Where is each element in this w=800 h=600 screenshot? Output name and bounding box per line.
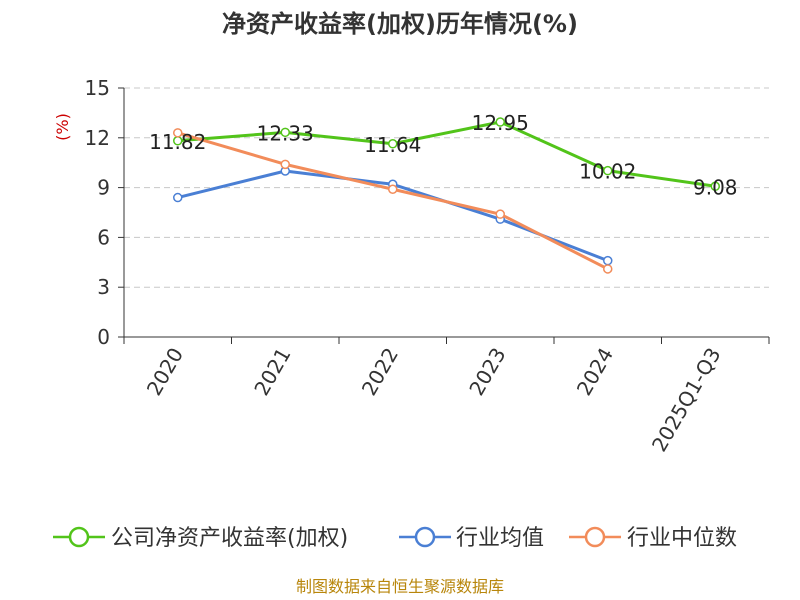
chart-title: 净资产收益率(加权)历年情况(%) [222,10,578,38]
source-note: 制图数据来自恒生聚源数据库 [296,577,504,596]
legend: 公司净资产收益率(加权) 行业均值 行业中位数 [53,526,737,551]
data-point [603,264,613,274]
legend-marker [584,526,606,548]
x-tick-label: 2024 [572,344,618,400]
legend-marker [414,526,436,548]
y-tick-label: 0 [97,325,110,349]
data-point [280,159,290,170]
y-tick-label: 9 [97,176,110,200]
data-label: 10.02 [579,160,636,184]
data-point [173,128,183,138]
data-labels: 11.82 12.33 11.64 12.95 10.02 9.08 [149,111,737,199]
x-tick-label: 2022 [357,344,403,400]
series-line-0 [177,120,716,188]
data-point [280,127,290,138]
legend-label: 行业中位数 [627,526,737,551]
data-label: 9.08 [693,175,738,199]
y-axis-unit: (%) [53,113,72,141]
data-point [710,181,720,192]
data-point [495,209,505,219]
data-point [495,117,505,127]
series-lines [173,117,720,274]
x-tick-label: 2021 [249,344,295,400]
legend-marker [68,526,90,548]
data-point [388,139,398,149]
y-tick-label: 3 [97,275,110,299]
grid [124,87,769,288]
data-point [388,184,398,195]
data-label: 11.82 [149,130,206,154]
data-point [173,192,183,203]
x-tick-label: 2025Q1-Q3 [647,344,726,456]
y-tick-label: 15 [85,76,110,100]
x-tick-label: 2020 [142,344,188,400]
y-tick-label: 6 [97,225,110,249]
x-tick-label: 2023 [464,344,510,400]
data-label: 12.33 [257,121,314,145]
y-tick-label: 12 [85,126,110,150]
data-label: 11.64 [364,133,421,157]
data-point [603,255,613,266]
data-label: 12.95 [472,111,529,135]
legend-label: 行业均值 [456,526,544,551]
legend-label: 公司净资产收益率(加权) [111,526,348,551]
data-point [603,165,613,176]
